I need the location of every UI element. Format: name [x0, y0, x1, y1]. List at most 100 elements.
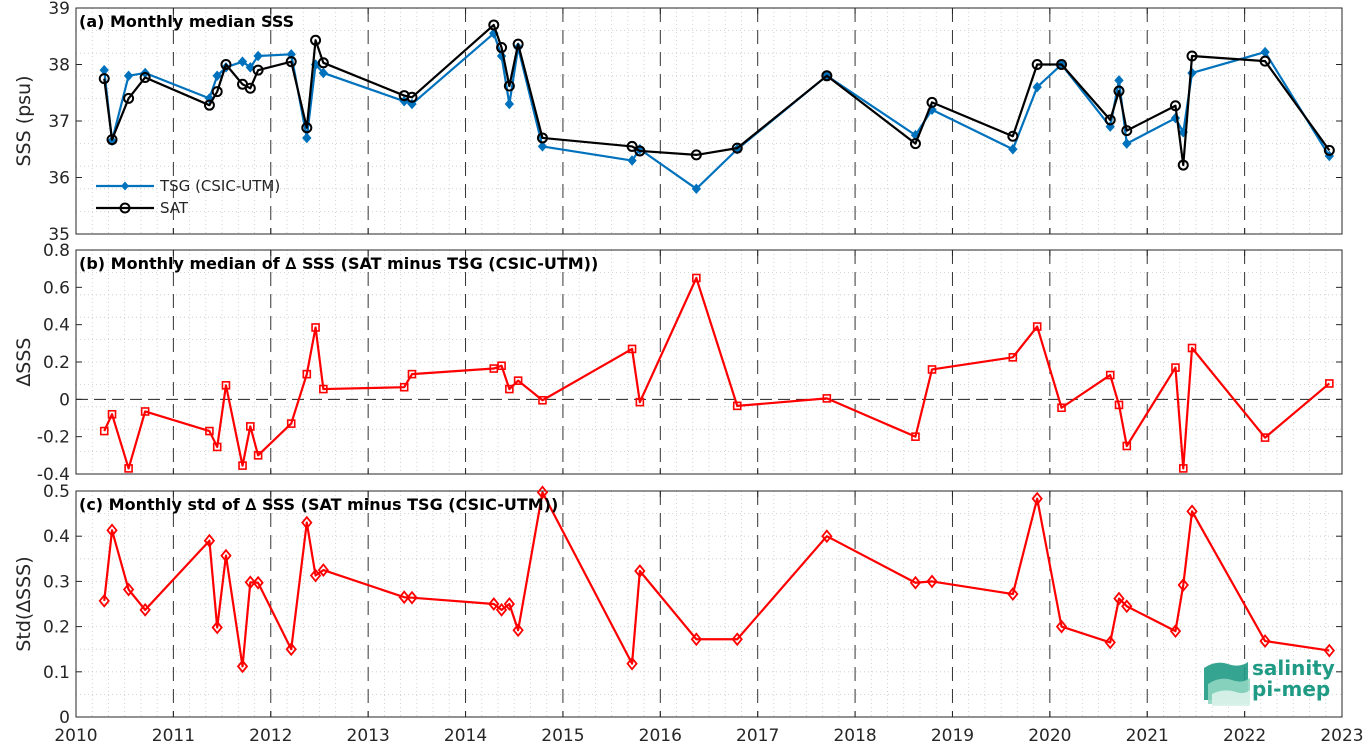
data-point: [1008, 353, 1018, 362]
data-point: [634, 564, 646, 578]
data-point: [1122, 138, 1132, 149]
data-point: [203, 533, 216, 548]
y-axis-label: ∆SSS: [13, 338, 35, 388]
data-point: [205, 426, 214, 436]
data-point: [1007, 587, 1019, 601]
data-point: [317, 563, 330, 578]
data-point: [302, 369, 312, 379]
data-point: [1057, 403, 1066, 413]
data-point: [626, 140, 638, 152]
data-point: [106, 134, 118, 146]
x-tick-label: 2012: [249, 726, 292, 745]
x-tick-label: 2019: [931, 726, 974, 745]
data-point: [822, 394, 832, 403]
data-point: [635, 397, 645, 407]
x-tick-label: 2020: [1028, 726, 1071, 745]
y-tick-label: 0.2: [43, 353, 70, 373]
data-point: [399, 382, 409, 392]
data-point: [309, 568, 322, 583]
data-point: [236, 659, 249, 674]
data-point: [1007, 130, 1019, 142]
data-point: [537, 141, 548, 152]
data-point: [1187, 67, 1197, 79]
data-point: [1032, 322, 1042, 331]
data-point: [1186, 50, 1198, 62]
data-point: [406, 590, 418, 605]
x-tick-label: 2021: [1126, 726, 1169, 745]
data-point: [1178, 464, 1188, 473]
x-axis-ticks: 2010 2011 2012 2013 2014 2015 2016 2017 2018 2019…: [54, 726, 1363, 745]
data-point: [536, 485, 549, 500]
data-point: [1104, 114, 1116, 126]
data-point: [536, 132, 548, 144]
data-point: [690, 632, 703, 647]
data-point: [1008, 143, 1018, 155]
data-point: [1122, 441, 1132, 451]
data-point: [317, 57, 329, 69]
y-axis-label: SSS (psu): [13, 75, 35, 166]
panel-title: (c) Monthly std of ∆ SSS (SAT minus TSG …: [79, 495, 558, 514]
data-point: [731, 142, 743, 154]
data-point: [318, 67, 329, 79]
y-tick-label: 36: [48, 169, 70, 189]
y-tick-label: 0.1: [43, 663, 70, 683]
data-point: [406, 91, 418, 103]
x-tick-label: 2013: [347, 726, 390, 745]
data-point: [1323, 144, 1335, 156]
data-point: [1177, 578, 1189, 592]
data-point: [123, 70, 134, 82]
x-tick-label: 2010: [54, 726, 97, 745]
x-tick-label: 2018: [833, 726, 876, 745]
panel-title: (b) Monthly median of ∆ SSS (SAT minus T…: [79, 254, 598, 273]
data-point: [504, 98, 515, 110]
data-point: [911, 432, 920, 441]
x-tick-label: 2023: [1320, 726, 1363, 745]
data-point: [512, 623, 524, 638]
data-point: [1114, 75, 1124, 86]
data-point: [1323, 643, 1336, 658]
panel-b: -0.4 -0.2 0 0.2 0.4 0.6 0.8 ∆SSS (b) Monthly med…: [13, 241, 1343, 485]
series-line: [103, 23, 1331, 167]
data-point: [627, 155, 637, 166]
y-tick-label: 0: [59, 708, 70, 728]
data-point: [626, 656, 638, 671]
data-point: [821, 70, 833, 82]
data-point: [496, 50, 507, 62]
data-point: [311, 323, 320, 332]
data-point: [1121, 599, 1133, 614]
data-point: [1105, 370, 1115, 380]
panel-title: (a) Monthly median SSS: [79, 12, 294, 31]
data-point: [1325, 379, 1334, 388]
data-point: [212, 442, 222, 452]
data-point: [244, 82, 256, 94]
y-tick-label: -0.4: [37, 465, 70, 485]
data-point: [301, 515, 313, 530]
data-point: [1177, 159, 1189, 171]
data-point: [286, 419, 296, 428]
data-point: [253, 451, 263, 460]
data-point: [927, 365, 937, 374]
data-point: [690, 149, 702, 161]
data-point: [1031, 59, 1043, 70]
data-point: [731, 632, 743, 647]
data-point: [496, 42, 508, 54]
data-point: [398, 590, 410, 605]
data-point: [634, 145, 646, 157]
legend-marker: [119, 202, 131, 214]
data-point: [538, 395, 547, 405]
y-tick-label: -0.2: [37, 428, 70, 448]
series-line: [103, 276, 1331, 470]
legend-label: SAT: [160, 199, 189, 217]
panel-a: 35 36 37 38 39 SSS (psu) (a) Monthly median SS…: [13, 0, 1343, 245]
data-point: [123, 92, 135, 104]
x-tick-label: 2017: [736, 726, 779, 745]
data-point: [106, 523, 118, 538]
legend-marker: [121, 181, 129, 191]
data-point: [1260, 433, 1270, 442]
data-point: [244, 575, 256, 590]
data-point: [691, 183, 702, 195]
data-point: [1113, 591, 1125, 606]
data-point: [513, 376, 523, 385]
data-point: [1169, 100, 1181, 112]
